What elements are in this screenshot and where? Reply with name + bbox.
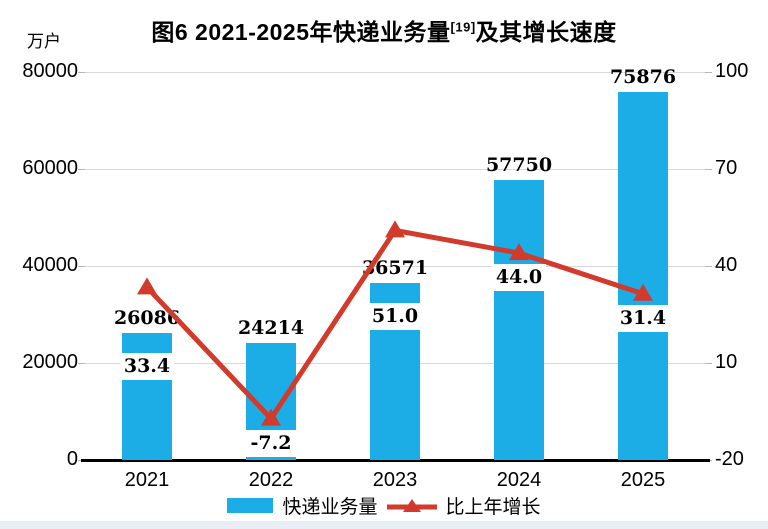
x-axis-label-2025: 2025 <box>620 469 666 491</box>
y-axis-left-tick-label: 60000 <box>22 157 78 179</box>
chart-title-suffix: 及其增长速度 <box>475 19 617 45</box>
chart-title: 图6 2021-2025年快递业务量[19]及其增长速度 <box>0 13 768 47</box>
legend-line-label: 比上年增长 <box>445 497 541 518</box>
left-tick-mark <box>78 72 85 73</box>
left-tick-mark <box>78 363 85 364</box>
bar-value-label-2024: 57750 <box>485 153 553 176</box>
chart-title-main: 图6 2021-2025年快递业务量 <box>151 19 451 45</box>
right-tick-mark <box>705 169 712 170</box>
y-axis-left-tick-label: 20000 <box>22 351 78 373</box>
line-point-marker-2023 <box>385 220 405 238</box>
right-tick-mark <box>705 266 712 267</box>
line-point-marker-2025 <box>633 283 653 301</box>
y-axis-right-tick-label: -20 <box>715 448 744 470</box>
right-tick-mark <box>705 72 712 73</box>
legend-item-line-series: 比上年增长 <box>386 492 541 519</box>
line-value-label-2024: 44.0 <box>492 264 546 292</box>
bar-series-swatch-icon <box>227 498 274 513</box>
line-value-label-2025: 31.4 <box>616 304 670 332</box>
x-axis-label-2021: 2021 <box>124 469 170 491</box>
legend: 快递业务量 比上年增长 <box>0 492 768 519</box>
bar-2024 <box>494 179 544 460</box>
x-axis-label-2024: 2024 <box>496 469 542 491</box>
y-axis-unit-label: 万户 <box>27 32 61 51</box>
line-point-marker-2021 <box>137 277 157 295</box>
left-tick-mark <box>78 169 85 170</box>
line-series-marker-icon <box>386 498 437 512</box>
bar-2025 <box>618 92 668 460</box>
y-axis-right-tick-label: 100 <box>715 60 749 82</box>
gridline-40000 <box>85 265 705 267</box>
y-axis-left-tick-label: 80000 <box>22 60 78 82</box>
bar-value-label-2025: 75876 <box>609 66 677 88</box>
bar-value-label-2021: 26086 <box>113 307 181 330</box>
y-axis-right-tick-label: 70 <box>715 157 738 179</box>
x-axis-label-2023: 2023 <box>372 469 418 491</box>
legend-bar-label: 快递业务量 <box>282 497 378 518</box>
left-tick-mark <box>78 266 85 267</box>
y-axis-right-tick-label: 10 <box>715 351 738 373</box>
line-point-marker-2022 <box>261 408 281 426</box>
gridline-60000 <box>85 168 705 170</box>
right-tick-mark <box>705 363 712 364</box>
x-axis-label-2022: 2022 <box>248 469 294 491</box>
y-axis-left-tick-label: 40000 <box>22 254 78 276</box>
bar-value-label-2022: 24214 <box>237 316 305 339</box>
line-value-label-2022: -7.2 <box>244 429 298 457</box>
legend-item-bar-series: 快递业务量 <box>227 492 378 519</box>
bottom-strip <box>0 521 768 529</box>
y-axis-right-tick-label: 40 <box>715 254 738 276</box>
line-value-label-2021: 33.4 <box>120 353 174 381</box>
chart-title-footnote-ref: [19] <box>450 19 476 35</box>
line-value-label-2023: 51.0 <box>368 302 422 330</box>
bar-value-label-2023: 36571 <box>361 256 429 279</box>
x-axis-line <box>81 459 710 462</box>
gridline-80000 <box>85 71 705 73</box>
y-axis-left-tick-label: 0 <box>66 448 78 470</box>
line-point-marker-2024 <box>509 243 529 261</box>
